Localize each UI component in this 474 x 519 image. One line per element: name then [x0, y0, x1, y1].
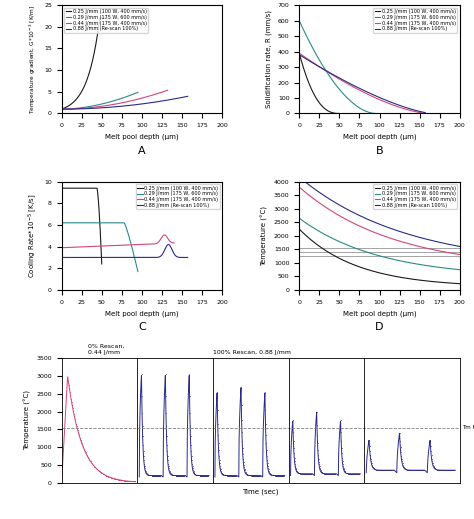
Y-axis label: Temperature (°C): Temperature (°C)	[24, 390, 31, 450]
X-axis label: Melt pool depth (μm): Melt pool depth (μm)	[343, 310, 416, 317]
Y-axis label: Cooling Rate*10$^{-5}$ [K/s]: Cooling Rate*10$^{-5}$ [K/s]	[26, 194, 38, 278]
Text: B: B	[376, 146, 383, 156]
Text: D: D	[375, 322, 384, 333]
Text: 0% Rescan,
0.44 J/mm: 0% Rescan, 0.44 J/mm	[88, 344, 124, 354]
X-axis label: Melt pool depth (μm): Melt pool depth (μm)	[343, 134, 416, 140]
Legend: 0.25 J/mm (100 W, 400 mm/s), 0.29 J/mm (175 W, 600 mm/s), 0.44 J/mm (175 W, 400 : 0.25 J/mm (100 W, 400 mm/s), 0.29 J/mm (…	[373, 8, 457, 33]
X-axis label: Melt pool depth (μm): Melt pool depth (μm)	[105, 134, 179, 140]
Text: C: C	[138, 322, 146, 333]
Y-axis label: Solidification rate, R (mm/s): Solidification rate, R (mm/s)	[266, 10, 272, 108]
Text: 100% Rescan, 0.88 J/mm: 100% Rescan, 0.88 J/mm	[213, 350, 291, 354]
Legend: 0.25 J/mm (100 W, 400 mm/s), 0.29 J/mm (175 W, 600 mm/s), 0.44 J/mm (175 W, 400 : 0.25 J/mm (100 W, 400 mm/s), 0.29 J/mm (…	[64, 8, 148, 33]
Text: A: A	[138, 146, 146, 156]
X-axis label: Melt pool depth (μm): Melt pool depth (μm)	[105, 310, 179, 317]
Y-axis label: Temperature gradient, G*10$^{-3}$ [K/m]: Temperature gradient, G*10$^{-3}$ [K/m]	[28, 5, 38, 114]
Text: Tm Fe: Tm Fe	[462, 426, 474, 430]
Legend: 0.25 J/mm (100 W, 400 mm/s), 0.29 J/mm (175 W, 600 mm/s), 0.44 J/mm (175 W, 400 : 0.25 J/mm (100 W, 400 mm/s), 0.29 J/mm (…	[373, 184, 457, 209]
X-axis label: Time (sec): Time (sec)	[242, 488, 279, 495]
Legend: 0.25 J/mm (100 W, 400 mm/s), 0.29 J/mm (175 W, 600 mm/s), 0.44 J/mm (175 W, 400 : 0.25 J/mm (100 W, 400 mm/s), 0.29 J/mm (…	[136, 184, 220, 209]
Y-axis label: Temperature (°C): Temperature (°C)	[261, 206, 268, 266]
